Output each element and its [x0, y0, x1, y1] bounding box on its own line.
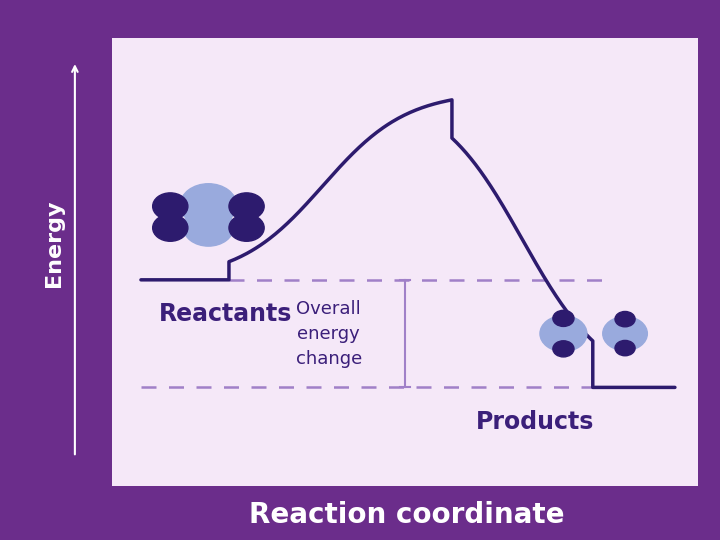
Text: Energy: Energy: [44, 199, 64, 287]
Circle shape: [615, 312, 635, 327]
Text: Reactants: Reactants: [158, 302, 292, 326]
Circle shape: [229, 193, 264, 220]
Text: Products: Products: [475, 410, 594, 434]
Circle shape: [615, 340, 635, 356]
Text: Reaction coordinate: Reaction coordinate: [249, 501, 564, 529]
Circle shape: [603, 316, 647, 350]
Text: Overall
energy
change: Overall energy change: [296, 300, 362, 368]
Circle shape: [553, 341, 574, 357]
Circle shape: [540, 316, 587, 352]
Circle shape: [183, 207, 234, 246]
Circle shape: [180, 184, 237, 227]
Circle shape: [153, 214, 188, 241]
Circle shape: [553, 310, 574, 327]
Circle shape: [153, 193, 188, 220]
Circle shape: [229, 214, 264, 241]
